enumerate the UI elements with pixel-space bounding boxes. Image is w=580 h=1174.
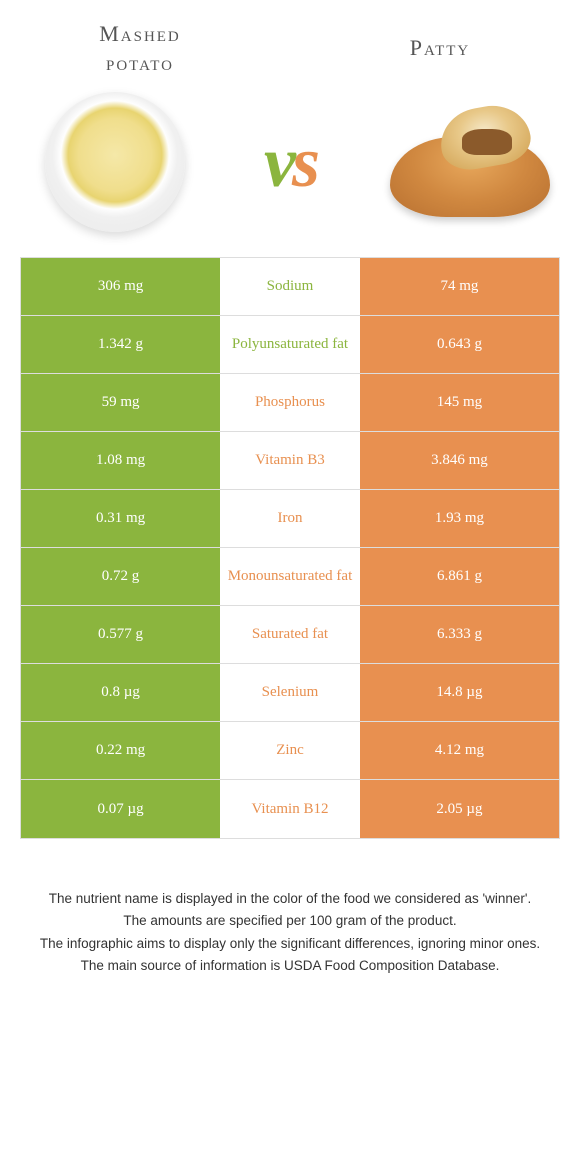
table-row: 0.31 mgIron1.93 mg [21,490,559,548]
footnotes: The nutrient name is displayed in the co… [30,889,550,976]
vs-row: vs [0,87,580,257]
left-value-cell: 0.31 mg [21,490,220,547]
left-value-cell: 306 mg [21,258,220,315]
nutrient-name-cell: Monounsaturated fat [220,548,360,605]
nutrient-name-cell: Zinc [220,722,360,779]
right-food-title: Patty [350,34,530,63]
footnote-line: The amounts are specified per 100 gram o… [30,911,550,931]
left-value-cell: 0.22 mg [21,722,220,779]
right-value-cell: 6.333 g [360,606,559,663]
left-value-cell: 1.08 mg [21,432,220,489]
left-food-title: Mashed potato [50,20,230,77]
right-value-cell: 1.93 mg [360,490,559,547]
right-value-cell: 0.643 g [360,316,559,373]
left-value-cell: 0.72 g [21,548,220,605]
nutrient-name-cell: Polyunsaturated fat [220,316,360,373]
right-value-cell: 145 mg [360,374,559,431]
vs-v: v [264,122,292,202]
left-value-cell: 59 mg [21,374,220,431]
right-value-cell: 3.846 mg [360,432,559,489]
nutrient-name-cell: Phosphorus [220,374,360,431]
left-value-cell: 0.8 µg [21,664,220,721]
nutrient-name-cell: Sodium [220,258,360,315]
right-value-cell: 14.8 µg [360,664,559,721]
left-value-cell: 0.577 g [21,606,220,663]
title-line: potato [106,50,174,75]
mashed-potato-image [40,87,190,237]
nutrient-name-cell: Vitamin B12 [220,780,360,838]
table-row: 306 mgSodium74 mg [21,258,559,316]
footnote-line: The nutrient name is displayed in the co… [30,889,550,909]
left-value-cell: 0.07 µg [21,780,220,838]
patty-image [390,87,540,237]
left-value-cell: 1.342 g [21,316,220,373]
table-row: 1.342 gPolyunsaturated fat0.643 g [21,316,559,374]
nutrient-name-cell: Iron [220,490,360,547]
table-row: 0.72 gMonounsaturated fat6.861 g [21,548,559,606]
vs-s: s [292,122,316,202]
title-line: Mashed [99,21,181,46]
right-value-cell: 2.05 µg [360,780,559,838]
right-value-cell: 4.12 mg [360,722,559,779]
nutrient-name-cell: Selenium [220,664,360,721]
header: Mashed potato Patty [0,0,580,87]
vs-label: vs [264,121,316,204]
table-row: 1.08 mgVitamin B33.846 mg [21,432,559,490]
nutrient-name-cell: Saturated fat [220,606,360,663]
footnote-line: The infographic aims to display only the… [30,934,550,954]
table-row: 0.22 mgZinc4.12 mg [21,722,559,780]
table-row: 59 mgPhosphorus145 mg [21,374,559,432]
right-value-cell: 74 mg [360,258,559,315]
table-row: 0.8 µgSelenium14.8 µg [21,664,559,722]
table-row: 0.577 gSaturated fat6.333 g [21,606,559,664]
nutrient-table: 306 mgSodium74 mg1.342 gPolyunsaturated … [20,257,560,839]
footnote-line: The main source of information is USDA F… [30,956,550,976]
right-value-cell: 6.861 g [360,548,559,605]
nutrient-name-cell: Vitamin B3 [220,432,360,489]
table-row: 0.07 µgVitamin B122.05 µg [21,780,559,838]
